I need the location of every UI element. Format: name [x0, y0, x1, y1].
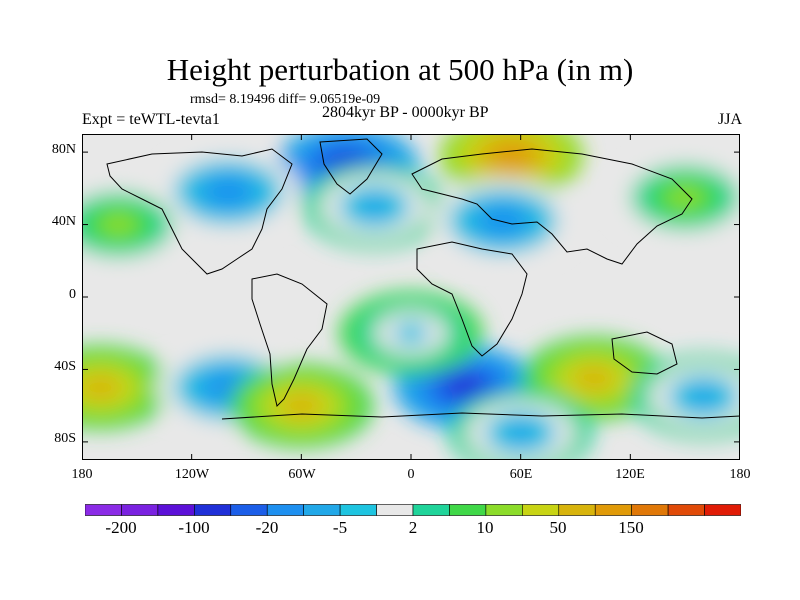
season-label: JJA — [717, 111, 742, 128]
colorbar-swatch — [522, 504, 560, 516]
lat-label-0: 0 — [69, 287, 76, 302]
anomaly-contour — [502, 420, 539, 445]
coastline-antarctica — [221, 412, 740, 420]
anomaly-field — [82, 134, 740, 460]
colorbar-label: 10 — [476, 518, 494, 537]
map-frame — [82, 134, 740, 460]
period-label: 2804kyr BP - 0000kyr BP — [322, 104, 489, 121]
lat-label-80n: 80N — [51, 142, 76, 157]
anomaly-contour — [667, 185, 704, 210]
anomaly-contour — [493, 143, 530, 168]
colorbar-swatch — [558, 504, 596, 516]
colorbar — [85, 504, 741, 516]
coastline-australia — [611, 331, 678, 375]
anomaly-contour — [393, 321, 429, 346]
anomaly-contour — [447, 375, 484, 400]
colorbar-swatch — [194, 504, 232, 516]
lon-label-180w: 180 — [71, 467, 93, 482]
colorbar-swatch — [230, 504, 268, 516]
lon-label-120w: 120W — [174, 467, 210, 482]
colorbar-swatch — [631, 504, 669, 516]
anomaly-contour — [100, 212, 137, 237]
anomaly-contour — [484, 208, 521, 233]
coastline-africa — [416, 241, 528, 357]
lat-label-40n: 40N — [51, 214, 76, 229]
colorbar-swatch — [121, 504, 159, 516]
lon-label-60e: 60E — [509, 467, 533, 482]
chart-title: Height perturbation at 500 hPa (in m) — [166, 52, 634, 87]
map-panel — [82, 134, 740, 460]
coastlines — [106, 138, 740, 420]
colorbar-label: -5 — [332, 518, 348, 537]
colorbar-swatch — [594, 504, 632, 516]
lon-label-180e: 180 — [729, 467, 751, 482]
colorbar-swatch — [485, 504, 523, 516]
colorbar-swatch — [266, 504, 304, 516]
anomaly-contour — [210, 179, 247, 204]
coastline-north-america — [106, 148, 293, 275]
experiment-label: Expt = teWTL-tevta1 — [82, 111, 220, 128]
lon-label-120e: 120E — [615, 467, 645, 482]
colorbar-swatch — [339, 504, 377, 516]
lon-label-60w: 60W — [288, 467, 316, 482]
lat-label-80s: 80S — [54, 431, 76, 446]
anomaly-contour — [356, 194, 393, 219]
colorbar-label: -200 — [105, 518, 137, 537]
anomaly-contour — [685, 384, 722, 409]
colorbar-label: 2 — [408, 518, 418, 537]
lat-label-40s: 40S — [54, 359, 76, 374]
colorbar-swatch — [667, 504, 705, 516]
colorbar-label: 50 — [549, 518, 567, 537]
colorbar-label: -20 — [255, 518, 279, 537]
colorbar-label: 150 — [618, 518, 644, 537]
rmsd-stats: rmsd= 8.19496 diff= 9.06519e-09 — [190, 92, 381, 107]
colorbar-swatch — [704, 504, 741, 516]
colorbar-swatch — [376, 504, 414, 516]
colorbar-swatch — [449, 504, 487, 516]
colorbar-swatch — [85, 504, 122, 516]
anomaly-contour — [575, 366, 612, 391]
colorbar-label: -100 — [178, 518, 210, 537]
anomaly-contour — [283, 393, 320, 418]
colorbar-swatch — [157, 504, 195, 516]
colorbar-swatch — [412, 504, 450, 516]
colorbar-swatch — [303, 504, 341, 516]
lon-label-0: 0 — [407, 467, 415, 482]
coastline-south-america — [251, 273, 328, 407]
coastline-greenland — [319, 138, 383, 195]
anomaly-contour — [82, 375, 119, 400]
coastline-eurasia — [411, 148, 693, 265]
